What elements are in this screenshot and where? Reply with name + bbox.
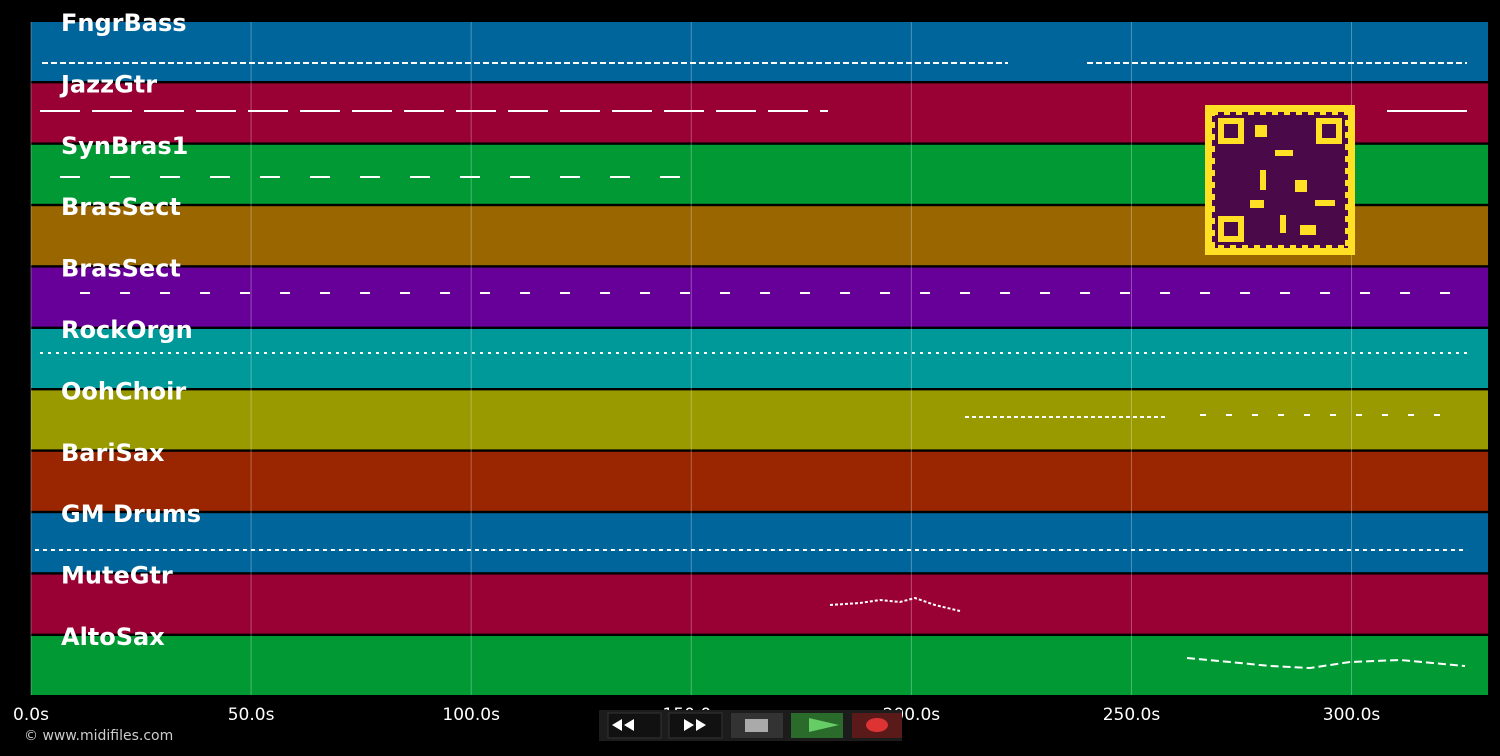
track-name: SynBras1 — [61, 132, 188, 160]
controls — [599, 710, 902, 741]
track-name: GM Drums — [61, 500, 201, 528]
track-row — [31, 267, 1488, 327]
track-row — [31, 451, 1488, 511]
tick-label: 300.0s — [1323, 705, 1381, 725]
play-button[interactable] — [791, 713, 843, 738]
track-name: BrasSect — [61, 193, 181, 221]
note-run — [829, 596, 961, 612]
track-name: JazzGtr — [59, 70, 157, 98]
record-button[interactable] — [852, 713, 902, 738]
tick-label: 100.0s — [442, 705, 500, 725]
track-row — [31, 636, 1488, 695]
footer: © www.midifiles.com — [24, 728, 173, 744]
forward-button[interactable] — [668, 712, 723, 739]
track-row — [31, 22, 1488, 81]
track-name: BariSax — [61, 439, 165, 467]
qr-code — [1205, 105, 1355, 255]
track-row — [31, 329, 1488, 388]
stop-button[interactable] — [731, 713, 783, 738]
track-row — [31, 513, 1488, 573]
tick-label: 50.0s — [228, 705, 275, 725]
rewind-button[interactable] — [607, 712, 662, 739]
track-name: BrasSect — [61, 255, 181, 283]
track-name: AltoSax — [61, 623, 165, 651]
track-name: RockOrgn — [61, 316, 193, 344]
tick-label: 250.0s — [1103, 705, 1161, 725]
track-name: FngrBass — [61, 9, 187, 37]
track-name: MuteGtr — [61, 562, 173, 590]
note-run — [1186, 657, 1466, 670]
track-row — [31, 390, 1488, 450]
notes — [35, 62, 1467, 670]
track-name: OohChoir — [61, 377, 186, 405]
track-rows: FngrBass JazzGtr SynBras1 BrasSect BrasSect R… — [31, 9, 1488, 695]
track-row — [31, 574, 1488, 634]
tick-label: 0.0s — [13, 705, 49, 725]
